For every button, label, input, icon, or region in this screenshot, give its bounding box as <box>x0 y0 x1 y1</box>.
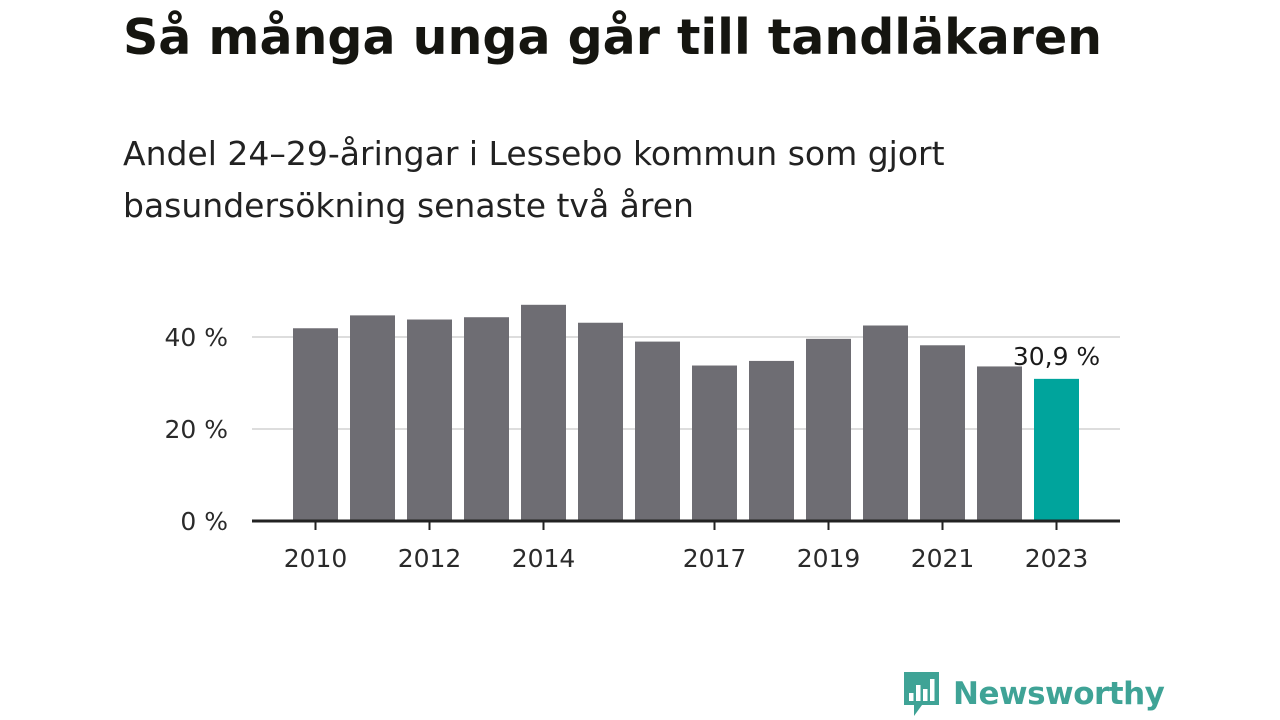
gridlines <box>252 336 1120 430</box>
chart-title: Så många unga går till tandläkaren <box>123 9 1103 66</box>
bar-2011 <box>350 315 395 521</box>
bar-2010 <box>293 328 338 521</box>
x-tick-label: 2023 <box>1025 544 1089 573</box>
bar-2023 <box>1034 378 1079 521</box>
chart-subtitle: Andel 24–29-åringar i Lessebo kommun som… <box>123 134 945 225</box>
bar-2021 <box>920 345 965 521</box>
bar-2019 <box>806 338 851 521</box>
x-tick-label: 2010 <box>284 544 348 573</box>
bar-2020 <box>863 325 908 521</box>
y-tick-label: 40 % <box>164 323 228 352</box>
bar-2015 <box>578 322 623 521</box>
x-tick-label: 2014 <box>512 544 576 573</box>
y-tick-label: 0 % <box>180 507 228 536</box>
x-tick-label: 2017 <box>683 544 747 573</box>
bar-2017 <box>692 365 737 521</box>
x-tick-label: 2021 <box>911 544 975 573</box>
brand-logo: Newsworthy <box>901 669 1165 719</box>
axes <box>252 519 1120 530</box>
labels: 0 % 20 % 40 % 30,9 % 2010 2012 2014 2017 2019 202… <box>164 323 1100 573</box>
x-tick-label: 2019 <box>797 544 861 573</box>
bar-chart-speech-bubble-icon <box>904 672 939 716</box>
y-tick-label: 20 % <box>164 415 228 444</box>
brand-name: Newsworthy <box>953 676 1165 712</box>
bar-2012 <box>407 319 452 521</box>
bar-2018 <box>749 360 794 521</box>
bar-2014 <box>521 304 566 521</box>
bar-2022 <box>977 366 1022 521</box>
bars <box>293 304 1079 521</box>
bar-2016 <box>635 341 680 521</box>
data-label: 30,9 % <box>1013 342 1100 371</box>
x-tick-label: 2012 <box>398 544 462 573</box>
bar-2013 <box>464 317 509 521</box>
